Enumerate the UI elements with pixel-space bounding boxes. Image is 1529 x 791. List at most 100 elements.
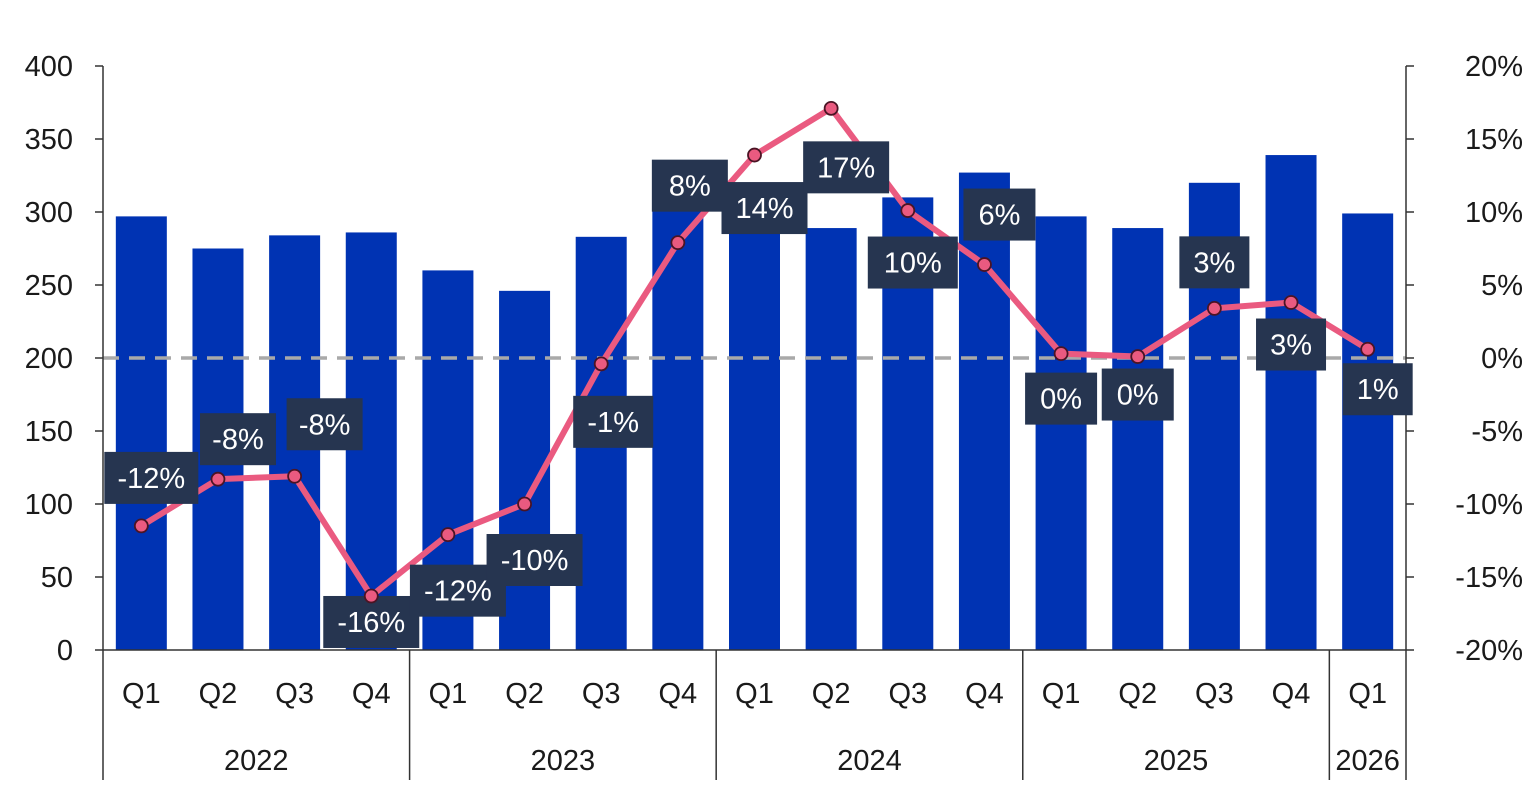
data-labels-layer: -12% -8% -8% -16% -12% -10% -1% 8% 14% 17% 10% 6% 0%… [104, 100, 1413, 648]
data-label: 17% [817, 152, 875, 184]
category-label: Q3 [888, 678, 927, 710]
data-label-box [1256, 318, 1327, 371]
right-tick-label: 5% [1481, 270, 1523, 302]
bar-12 [958, 172, 1010, 650]
growth-point [517, 496, 532, 512]
data-label-box [286, 398, 363, 451]
category-label: Q4 [1272, 678, 1311, 710]
growth-point [1206, 300, 1222, 316]
bar-1 [115, 216, 167, 650]
growth-point [210, 471, 226, 487]
category-label: Q3 [275, 678, 314, 710]
right-tick-label: 15% [1465, 124, 1523, 156]
data-label: 3% [1193, 247, 1235, 279]
left-tick-label: 200 [25, 343, 73, 375]
bar-16 [1265, 155, 1317, 650]
data-label: 0% [1040, 384, 1082, 416]
data-label: 1% [1357, 374, 1399, 406]
category-label: Q1 [122, 678, 161, 710]
year-label: 2022 [224, 745, 289, 777]
data-label: 6% [978, 200, 1020, 232]
category-label: Q2 [812, 678, 851, 710]
bar-10 [805, 228, 857, 650]
growth-point [133, 518, 149, 534]
right-tick-label: -15% [1455, 562, 1523, 594]
category-label: Q2 [1118, 678, 1157, 710]
data-label-box [573, 395, 654, 448]
bar-17 [1342, 213, 1394, 650]
growth-point [1130, 349, 1146, 364]
data-label: -16% [337, 607, 405, 639]
growth-point [900, 203, 916, 218]
data-label-box [651, 159, 728, 212]
year-label: 2023 [531, 745, 596, 777]
category-label: Q4 [352, 678, 391, 710]
right-tick-label: 10% [1465, 197, 1523, 229]
data-label-box [199, 413, 276, 466]
right-tick-label: -10% [1455, 489, 1523, 521]
growth-point [440, 527, 456, 543]
data-label: -10% [501, 545, 569, 577]
data-label-box [803, 141, 890, 194]
data-label: 3% [1270, 330, 1312, 362]
growth-point [1283, 295, 1299, 310]
category-label: Q3 [1195, 678, 1234, 710]
year-label: 2025 [1144, 745, 1209, 777]
left-tick-label: 50 [41, 562, 73, 594]
left-tick-label: 0 [57, 635, 73, 667]
right-tick-label: -20% [1455, 635, 1523, 667]
growth-point [747, 147, 762, 163]
category-label: Q3 [582, 678, 621, 710]
growth-point [1053, 346, 1069, 362]
growth-point [823, 100, 839, 116]
data-label-box [1342, 363, 1413, 416]
category-label: Q1 [735, 678, 774, 710]
bar-9 [729, 213, 780, 650]
left-tick-label: 300 [25, 197, 73, 229]
growth-point [1360, 341, 1376, 357]
left-tick-label: 100 [25, 489, 73, 521]
axes-layer: 0 50 100 150 200 250 300 350 400 -20% -15% -10% -5% 0… [25, 51, 1523, 780]
data-label-box [486, 534, 583, 586]
bar-8 [652, 201, 704, 650]
right-tick-label: 20% [1465, 51, 1523, 83]
left-tick-label: 400 [25, 51, 73, 83]
category-label: Q2 [505, 678, 544, 710]
category-label: Q4 [965, 678, 1004, 710]
data-label: 8% [669, 171, 711, 203]
data-label-box [104, 451, 199, 504]
category-label: Q1 [1042, 678, 1081, 710]
category-label: Q1 [1348, 678, 1387, 710]
data-label: -8% [299, 409, 351, 441]
left-tick-label: 150 [25, 416, 73, 448]
data-label-box [1101, 368, 1174, 421]
growth-point [593, 356, 609, 372]
category-label: Q2 [199, 678, 238, 710]
data-label: -12% [424, 576, 492, 608]
data-label-box [721, 182, 808, 235]
data-label: 0% [1117, 380, 1159, 412]
left-tick-label: 250 [25, 270, 73, 302]
data-label-box [963, 188, 1036, 241]
growth-point [670, 235, 686, 251]
year-label: 2024 [837, 745, 902, 777]
data-label-box [323, 595, 420, 648]
data-label: -8% [212, 424, 264, 456]
left-tick-label: 350 [25, 124, 73, 156]
bar-14 [1112, 228, 1164, 650]
growth-point [977, 257, 992, 272]
year-label: 2026 [1335, 745, 1400, 777]
right-tick-label: -5% [1471, 416, 1523, 448]
category-label: Q4 [659, 678, 698, 710]
bar-13 [1035, 216, 1087, 650]
growth-point [287, 468, 303, 484]
data-label: -1% [587, 407, 639, 439]
data-label: 14% [735, 193, 793, 225]
data-label: 10% [884, 248, 942, 280]
data-label-box [1025, 372, 1098, 425]
data-label-box [1179, 236, 1250, 289]
category-label: Q1 [429, 678, 468, 710]
growth-point [363, 588, 379, 604]
